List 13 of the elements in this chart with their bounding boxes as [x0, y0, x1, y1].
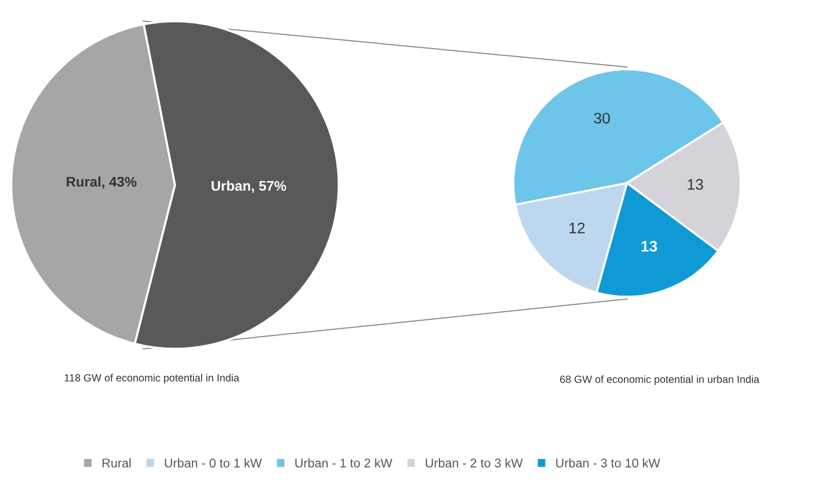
legend-label: Rural — [102, 458, 131, 468]
data-label: 13 — [688, 178, 704, 190]
text: 118 GW of economic potential in India — [64, 374, 240, 384]
data-label: 13 — [642, 240, 658, 252]
data-label: Urban, 57% — [212, 180, 286, 193]
data-label: Rural, 43% — [66, 176, 136, 189]
data-label: 30 — [594, 112, 610, 124]
legend-label: Urban - 3 to 10 kW — [556, 458, 660, 468]
data-label: 12 — [570, 222, 585, 234]
legend-label: Urban - 2 to 3 kW — [426, 458, 523, 468]
legend-label: Urban - 1 to 2 kW — [295, 458, 392, 468]
legend-label: Urban - 0 to 1 kW — [164, 458, 262, 468]
text: 68 GW of economic potential in urban India — [560, 375, 760, 386]
